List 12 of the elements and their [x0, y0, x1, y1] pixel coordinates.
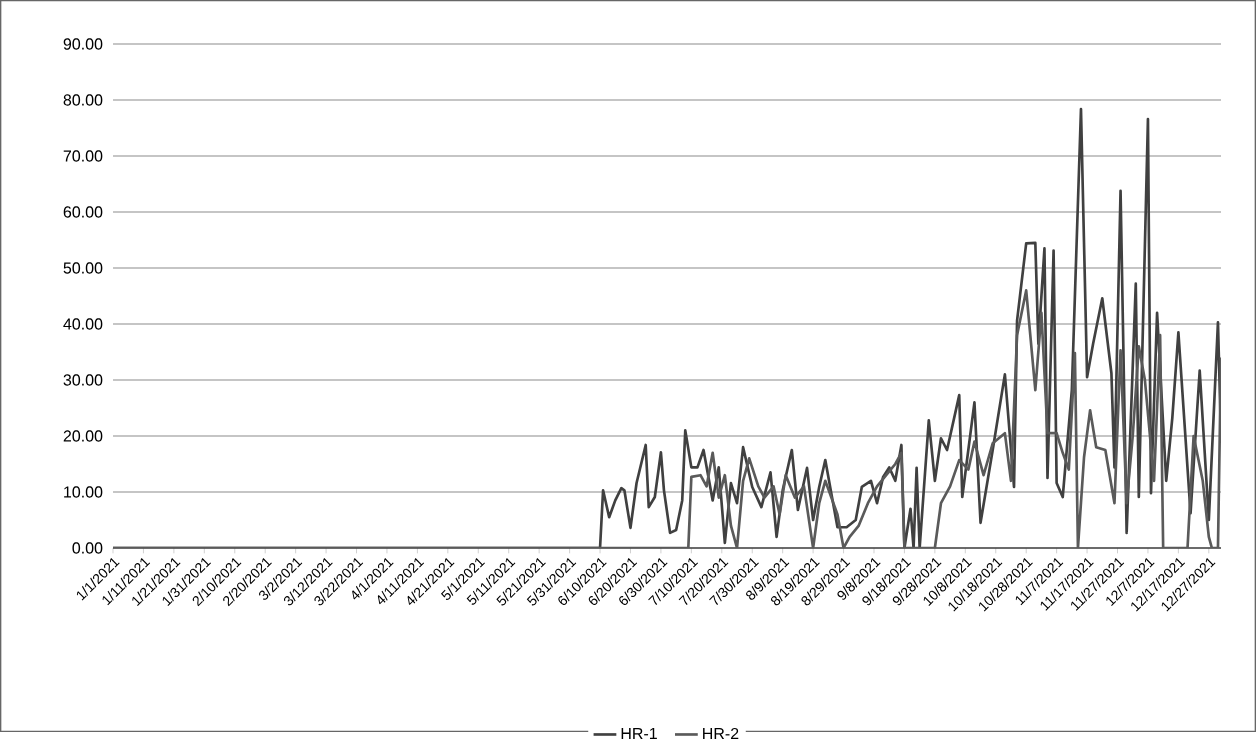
- y-tick-label: 20.00: [63, 430, 103, 442]
- y-tick-label: 10.00: [64, 486, 103, 498]
- y-tick-label: 60.00: [63, 206, 103, 218]
- legend-label: HR-2: [703, 727, 739, 739]
- y-tick-label: 80.00: [63, 94, 103, 106]
- y-tick-label: 0.00: [72, 542, 103, 554]
- y-tick-label: 90.00: [63, 38, 103, 50]
- y-tick-label: 50.00: [63, 262, 103, 274]
- y-tick-label: 30.00: [63, 374, 103, 386]
- legend-label: HR-1: [621, 727, 657, 739]
- y-tick-label: 70.00: [63, 150, 103, 162]
- y-tick-label: 40.00: [63, 318, 103, 330]
